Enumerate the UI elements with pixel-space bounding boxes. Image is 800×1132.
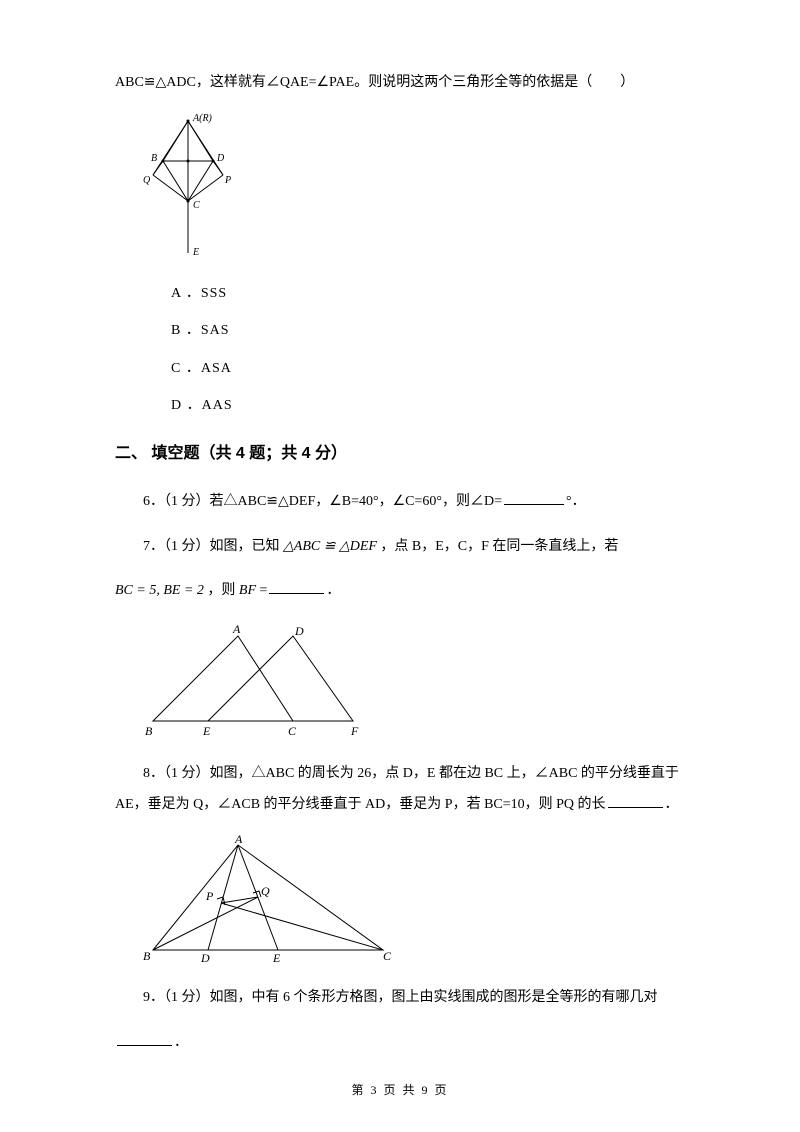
question-8: 8．（1 分）如图，△ABC 的周长为 26，点 D，E 都在边 BC 上，∠A… [115, 759, 685, 821]
q9-blank [117, 1032, 172, 1046]
figure-q8: A B C D E P Q [143, 835, 685, 965]
fig3-label-A: A [234, 835, 243, 846]
fig1-label-P: P [224, 175, 231, 186]
q7-math3: BF [239, 583, 256, 598]
q8-text-a: 8．（1 分）如图，△ABC 的周长为 26，点 D，E 都在边 BC 上，∠A… [115, 766, 679, 812]
fig1-label-C: C [193, 200, 200, 211]
q7-text-a: 7．（1 分）如图，已知 [143, 539, 283, 554]
option-B: B ．SAS [171, 318, 685, 343]
option-D: D ．AAS [171, 393, 685, 418]
fig2-label-A: A [232, 622, 241, 636]
fig2-label-D: D [294, 624, 304, 638]
q7-text-d: = [256, 583, 267, 598]
fig2-label-B: B [145, 724, 153, 738]
q7-math2: BC = 5, BE = 2 [115, 583, 204, 598]
question-7-cont: BC = 5, BE = 2 ，则 BF = ． [115, 576, 685, 607]
q7-blank [269, 580, 324, 594]
fig1-label-Q: Q [143, 175, 151, 186]
question-6: 6．（1 分）若△ABC≌△DEF，∠B=40°，∠C=60°，则∠D= °． [115, 487, 685, 518]
q6-text-a: 6．（1 分）若△ABC≌△DEF，∠B=40°，∠C=60°，则∠D= [143, 494, 502, 509]
q7-text-c: ，则 [204, 583, 239, 598]
figure-q7-svg: A D B E C F [143, 621, 383, 741]
fig2-label-C: C [288, 724, 297, 738]
q6-blank [504, 491, 564, 505]
figure-q7: A D B E C F [143, 621, 685, 741]
fig3-label-D: D [200, 951, 210, 965]
section-title: 二、 填空题（共 4 题；共 4 分） [115, 440, 685, 469]
fig3-label-C: C [383, 949, 392, 963]
question-7: 7．（1 分）如图，已知 △ABC ≌ △DEF ，点 B，E，C，F 在同一条… [115, 532, 685, 563]
q8-blank [608, 794, 663, 808]
fig1-label-E: E [192, 247, 199, 258]
fig3-label-P: P [205, 889, 214, 903]
figure-q5: A(R) B D Q P C E [143, 113, 685, 263]
q6-text-b: °． [566, 494, 586, 509]
option-C: C ．ASA [171, 356, 685, 381]
option-A: A ．SSS [171, 281, 685, 306]
fig3-label-Q: Q [261, 884, 270, 898]
fig1-label-B: B [151, 153, 157, 164]
question-9-cont: ． [115, 1028, 685, 1059]
fig1-label-D: D [216, 153, 225, 164]
fig3-label-E: E [272, 951, 281, 965]
fig2-label-F: F [350, 724, 359, 738]
q9-text-a: 9．（1 分）如图，中有 6 个条形方格图，图上由实线围成的图形是全等形的有哪几… [143, 990, 658, 1005]
fig3-label-B: B [143, 949, 151, 963]
q7-math1: △ABC ≌ △DEF [283, 539, 377, 554]
question5-continuation: ABC≌△ADC，这样就有∠QAE=∠PAE。则说明这两个三角形全等的依据是（ … [115, 70, 685, 95]
question-9: 9．（1 分）如图，中有 6 个条形方格图，图上由实线围成的图形是全等形的有哪几… [115, 983, 685, 1014]
question5-text: ABC≌△ADC，这样就有∠QAE=∠PAE。则说明这两个三角形全等的依据是（ … [115, 75, 634, 90]
fig1-label-A: A(R) [192, 113, 213, 124]
page-footer: 第 3 页 共 9 页 [0, 1080, 800, 1102]
q7-text-e: ． [326, 583, 340, 598]
figure-q5-svg: A(R) B D Q P C E [143, 113, 243, 263]
q8-text-b: ． [665, 797, 679, 812]
fig2-label-E: E [202, 724, 211, 738]
q7-text-b: ，点 B，E，C，F 在同一条直线上，若 [377, 539, 619, 554]
q9-text-b: ． [174, 1035, 188, 1050]
figure-q8-svg: A B C D E P Q [143, 835, 403, 965]
